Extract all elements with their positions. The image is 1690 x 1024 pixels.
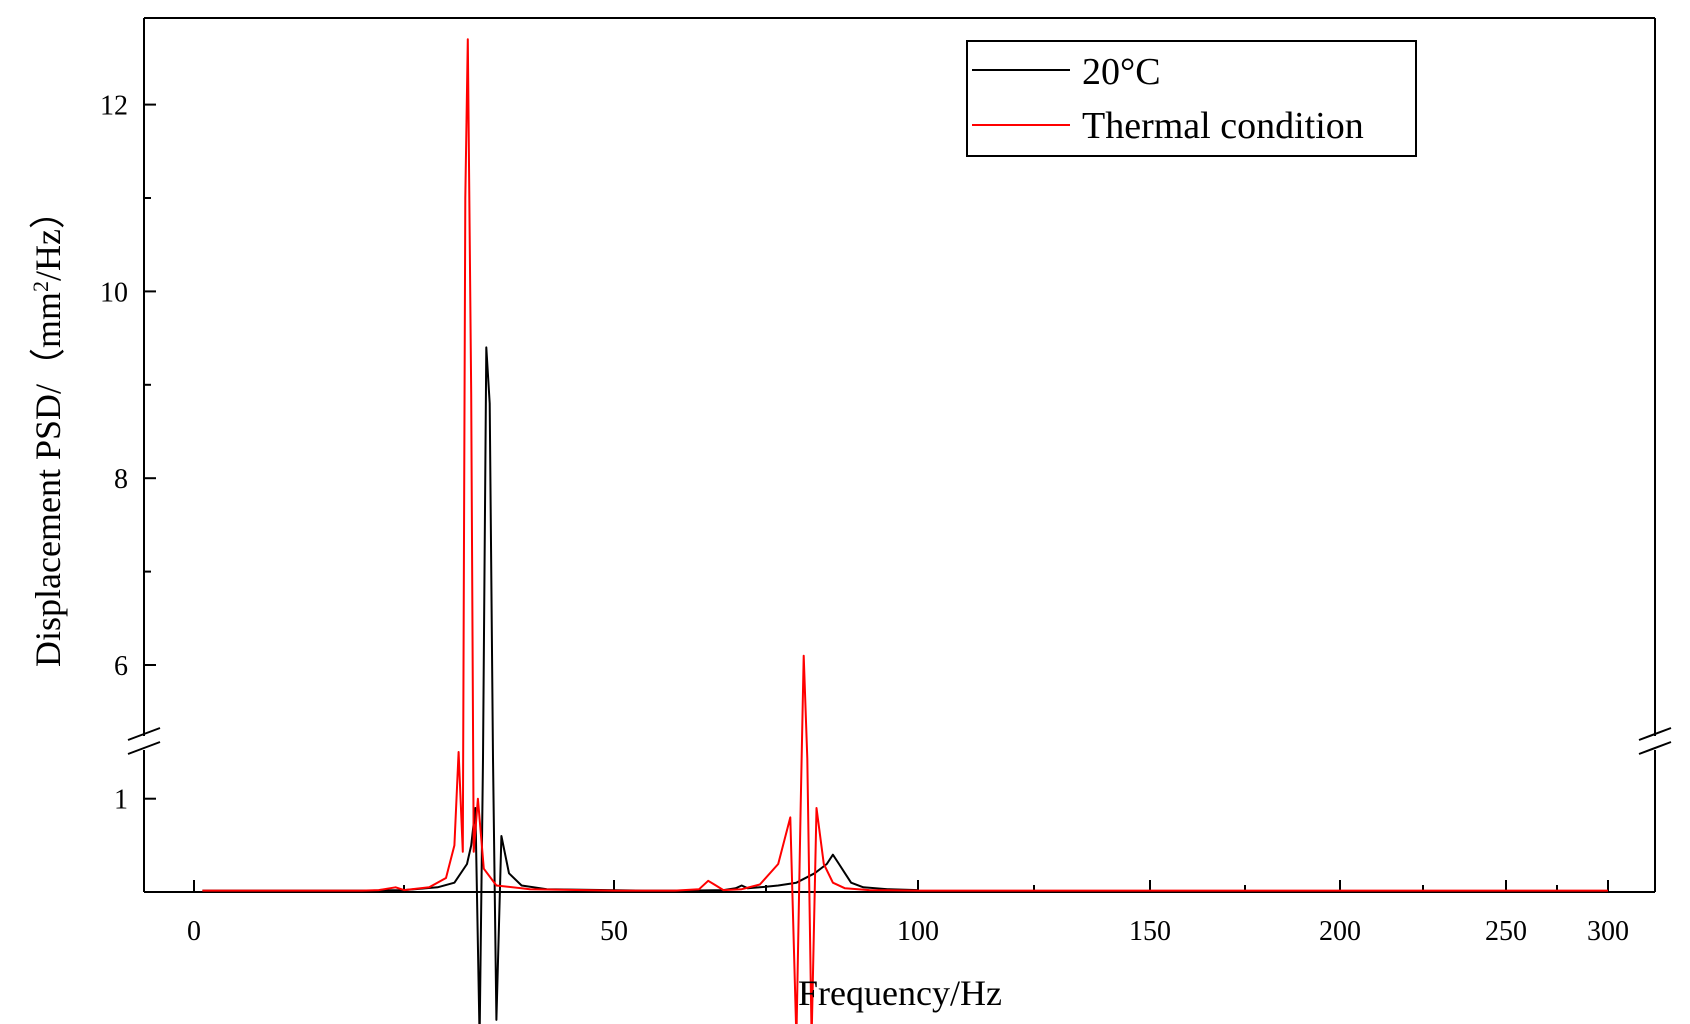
y-tick-label-10: 10 (100, 277, 128, 308)
x-ticks: 0 50 100 150 200 250 300 (187, 880, 1629, 947)
y-tick-label-8: 8 (114, 464, 128, 495)
x-axis-title: Frequency/Hz (798, 973, 1002, 1013)
x-tick-label-100: 100 (897, 916, 939, 947)
y-axis-title-main: Displacement PSD/（mm (28, 292, 68, 667)
x-tick-label-200: 200 (1319, 916, 1361, 947)
legend-label-thermal: Thermal condition (1082, 105, 1364, 147)
y-tick-label-6: 6 (114, 651, 128, 682)
y-axis-break-marks (127, 727, 1672, 755)
break-mark-right-2 (1638, 741, 1672, 755)
y-axis-title-superscript: 2 (28, 281, 53, 292)
series-layer (202, 38, 1608, 1024)
y-tick-label-1: 1 (114, 785, 128, 816)
y-tick-label-12: 12 (100, 91, 128, 122)
x-tick-label-0: 0 (187, 916, 201, 947)
x-tick-label-150: 150 (1129, 916, 1171, 947)
y-axis-title: Displacement PSD/（mm2/Hz） (28, 193, 69, 667)
legend-box (966, 40, 1417, 157)
x-tick-label-250: 250 (1485, 916, 1527, 947)
legend-label-20c: 20°C (1082, 51, 1161, 93)
legend: 20°C Thermal condition (966, 40, 1417, 157)
x-tick-label-50: 50 (600, 916, 628, 947)
break-mark-left-2 (127, 741, 161, 755)
break-mark-left-1 (127, 727, 161, 741)
x-tick-label-300: 300 (1587, 916, 1629, 947)
plot-frame (143, 17, 1656, 893)
y-axis-title-tail: /Hz） (28, 193, 68, 281)
y-ticks: 1 6 8 10 12 (100, 91, 156, 816)
series-line-1 (202, 38, 1608, 1024)
break-mark-right-1 (1638, 727, 1672, 741)
